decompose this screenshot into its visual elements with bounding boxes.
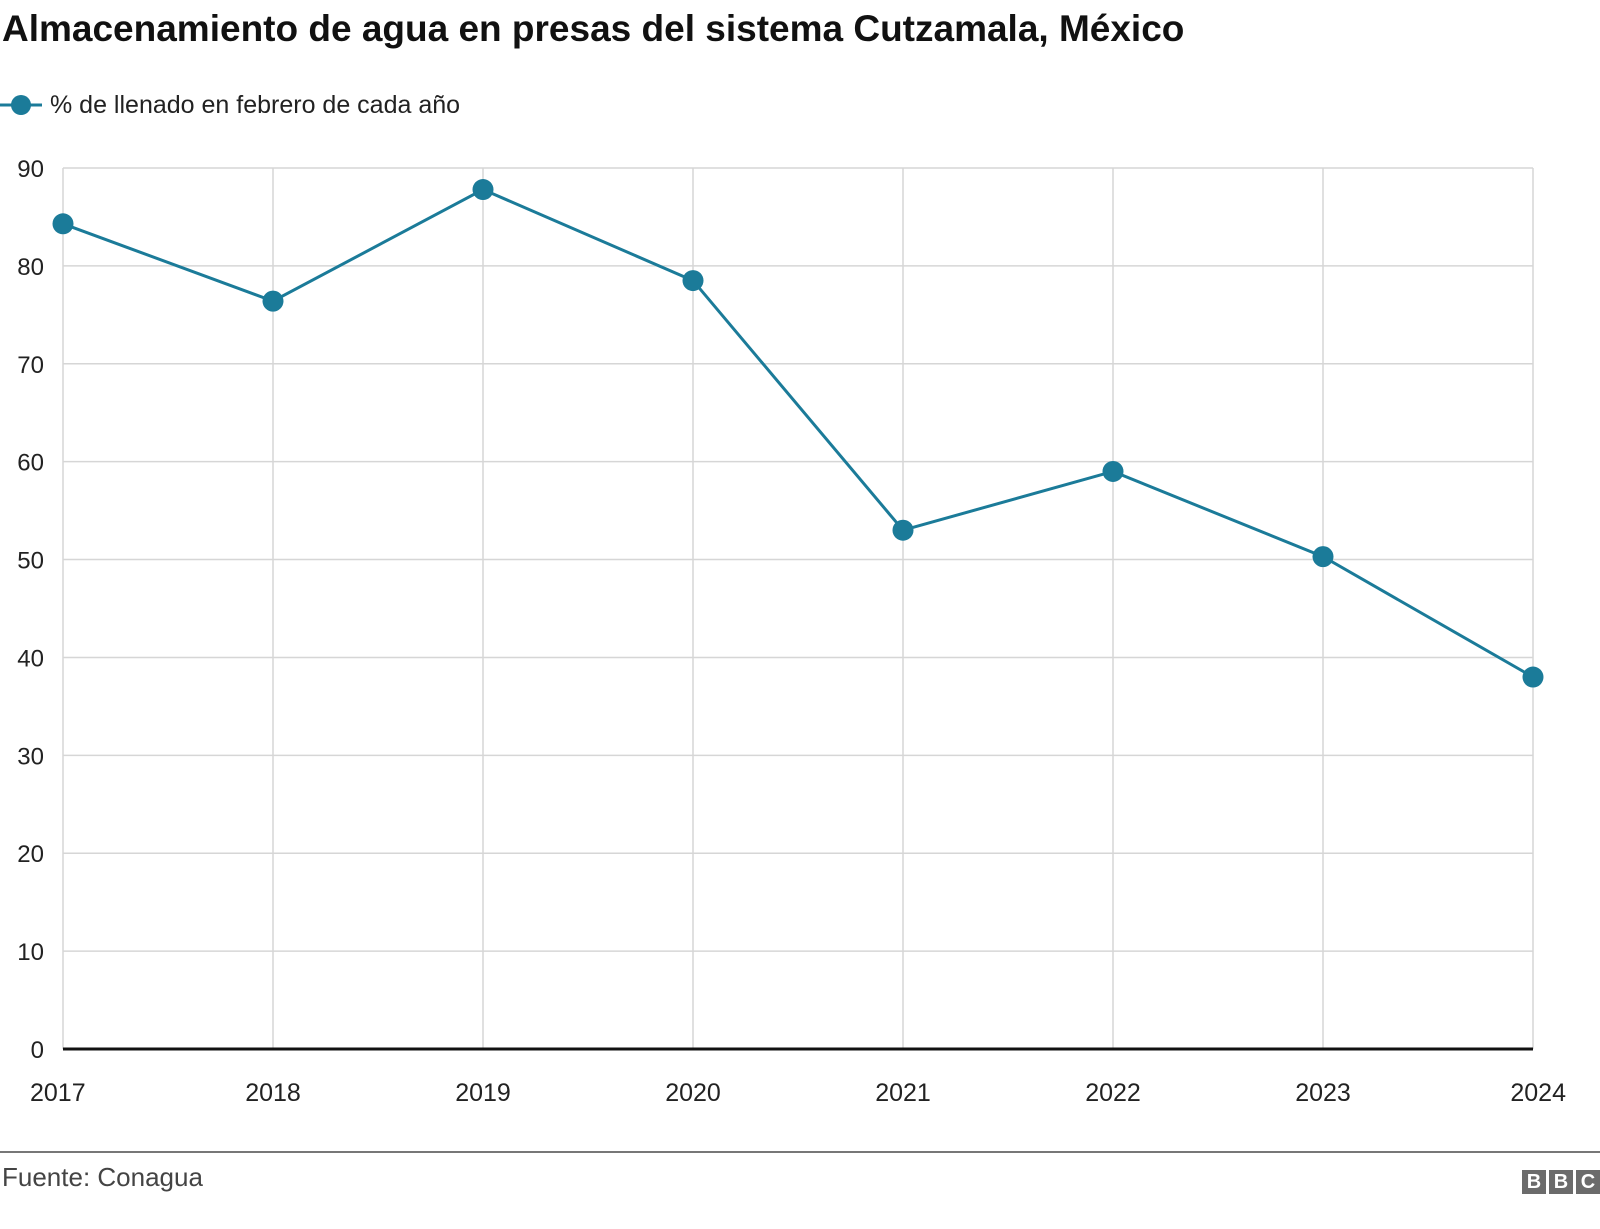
legend-label: % de llenado en febrero de cada año	[50, 90, 461, 119]
data-point	[682, 270, 704, 292]
footer-divider	[0, 1151, 1600, 1153]
legend-marker-icon	[0, 95, 42, 115]
x-tick-label: 2020	[665, 1079, 721, 1107]
y-tick-label: 90	[17, 156, 44, 183]
bbc-logo-letter: B	[1549, 1170, 1573, 1194]
y-tick-label: 60	[17, 450, 44, 477]
data-point	[52, 213, 74, 235]
x-tick-label: 2023	[1295, 1079, 1351, 1107]
series-line	[62, 187, 1534, 679]
data-point	[262, 290, 284, 312]
y-tick-label: 30	[17, 743, 44, 770]
x-tick-label: 2018	[245, 1079, 301, 1107]
source-note: Fuente: Conagua	[2, 1162, 203, 1192]
chart-title: Almacenamiento de agua en presas del sis…	[2, 8, 1185, 49]
data-point	[892, 519, 914, 541]
x-tick-label: 2019	[455, 1079, 511, 1107]
line-chart: 0 10 20 30 40 50 60 70 80 90 2017 2018 2019 2020 2021 2…	[17, 156, 1566, 1107]
legend: % de llenado en febrero de cada año	[0, 88, 460, 122]
y-tick-label: 40	[17, 645, 44, 672]
y-tick-label: 20	[17, 841, 44, 868]
bbc-logo-letter: B	[1522, 1170, 1546, 1194]
y-tick-label: 80	[17, 254, 44, 281]
data-point	[1102, 460, 1124, 482]
x-tick-label: 2017	[30, 1079, 86, 1107]
x-tick-label: 2021	[875, 1079, 931, 1107]
bbc-logo-letter: C	[1576, 1170, 1600, 1194]
y-tick-label: 0	[31, 1037, 44, 1064]
x-tick-label: 2024	[1510, 1079, 1566, 1107]
y-tick-label: 70	[17, 352, 44, 379]
data-point	[1522, 666, 1544, 688]
y-tick-label: 50	[17, 548, 44, 575]
x-tick-label: 2022	[1085, 1079, 1141, 1107]
bbc-logo: B B C	[1522, 1170, 1600, 1194]
y-tick-label: 10	[17, 939, 44, 966]
data-point	[1312, 546, 1334, 568]
data-point	[472, 179, 494, 201]
